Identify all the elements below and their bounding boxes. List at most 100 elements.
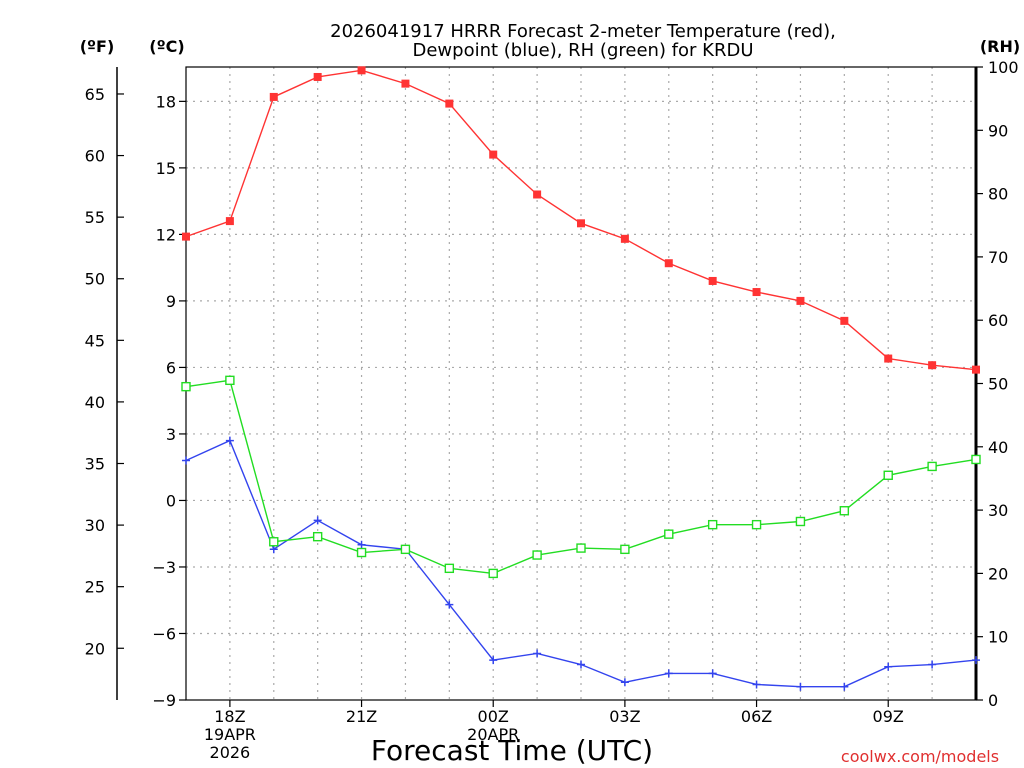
rh-point	[225, 375, 235, 386]
x-tick-label: 00Z	[478, 707, 509, 726]
dewpoint-point	[664, 669, 673, 678]
x-tick-label: 19APR	[204, 725, 256, 744]
temperature-point	[840, 316, 849, 325]
rh-point	[883, 470, 893, 480]
dewpoint-point	[972, 656, 980, 665]
fahrenheit-tick-label: 20	[85, 639, 105, 658]
x-tick-label: 09Z	[873, 707, 904, 726]
fahrenheit-tick-label: 40	[85, 393, 105, 412]
dewpoint-point	[445, 600, 454, 609]
rh-point	[181, 381, 191, 392]
dewpoint-point	[489, 656, 498, 665]
rh-point	[400, 544, 411, 555]
temperature-point	[884, 354, 893, 363]
rh-tick-label: 90	[988, 121, 1008, 140]
rh-tick-label: 60	[988, 311, 1008, 330]
celsius-tick-label: 6	[166, 358, 176, 377]
celsius-tick-label: −6	[152, 624, 176, 643]
chart-title-line1: 2026041917 HRRR Forecast 2-meter Tempera…	[330, 21, 836, 42]
fahrenheit-tick-label: 45	[85, 331, 105, 350]
temperature-point	[269, 92, 278, 101]
x-tick-label: 21Z	[346, 707, 377, 726]
x-axis-title: Forecast Time (UTC)	[371, 734, 653, 767]
rh-point	[751, 519, 762, 530]
grid-lines	[186, 67, 976, 700]
rh-point	[795, 516, 806, 527]
rh-point	[707, 519, 718, 530]
rh-tick-label: 70	[988, 248, 1008, 267]
dewpoint-point	[752, 680, 761, 689]
temperature-point	[752, 288, 761, 297]
temperature-point	[401, 79, 410, 88]
axes: −9 −6 −3 0 3 6 9 12 15 18 20 25 30 35 40 45 50 55 60 65 0 10 2…	[85, 58, 1019, 762]
rh-point	[620, 544, 630, 555]
x-tick-label: 20APR	[467, 725, 519, 744]
dewpoint-point	[928, 660, 937, 669]
dewpoint-point	[269, 545, 278, 554]
temperature-point	[489, 150, 498, 159]
temperature-point	[664, 259, 673, 268]
fahrenheit-unit-label: (ºF)	[80, 37, 115, 56]
rh-point	[927, 461, 937, 472]
dewpoint-point	[225, 436, 234, 445]
rh-point	[269, 537, 279, 547]
temperature-point	[708, 276, 717, 285]
x-tick-label: 18Z	[214, 707, 245, 726]
dewpoint-point	[182, 456, 190, 465]
fahrenheit-tick-label: 30	[85, 516, 105, 535]
celsius-unit-label: (ºC)	[149, 37, 184, 56]
celsius-tick-label: 18	[156, 92, 176, 111]
temperature-point	[313, 72, 322, 81]
dewpoint-point	[533, 649, 542, 658]
rh-point	[532, 550, 542, 560]
fahrenheit-tick-label: 50	[85, 270, 105, 289]
rh-point	[444, 563, 455, 574]
celsius-tick-label: 9	[166, 292, 176, 311]
dewpoint-point	[577, 660, 585, 669]
dewpoint-point	[620, 678, 629, 687]
chart-title-line2: Dewpoint (blue), RH (green) for KRDU	[412, 40, 753, 61]
dewpoint-point	[796, 682, 805, 691]
dewpoint-point	[313, 516, 322, 525]
dewpoint-point	[884, 662, 893, 671]
celsius-tick-label: −9	[152, 691, 176, 710]
rh-tick-label: 10	[988, 628, 1008, 647]
fahrenheit-tick-label: 35	[85, 455, 105, 474]
celsius-tick-label: 15	[156, 159, 176, 178]
temperature-point	[445, 99, 454, 108]
temperature-point	[620, 234, 629, 243]
rh-point	[312, 531, 323, 542]
rh-tick-label: 50	[988, 375, 1008, 394]
rh-point	[488, 568, 498, 579]
rh-tick-label: 20	[988, 564, 1008, 583]
temperature-point	[182, 232, 190, 241]
credit-text: coolwx.com/models	[841, 747, 999, 766]
celsius-tick-label: 0	[166, 491, 176, 510]
fahrenheit-tick-label: 60	[85, 147, 105, 166]
dewpoint-point	[708, 669, 717, 678]
celsius-tick-label: −3	[152, 558, 176, 577]
celsius-tick-label: 3	[166, 425, 176, 444]
rh-tick-label: 80	[988, 185, 1008, 204]
temperature-point	[357, 66, 366, 75]
rh-point	[971, 454, 981, 465]
temperature-point	[972, 365, 980, 374]
temperature-point	[928, 361, 937, 370]
x-tick-label: 06Z	[741, 707, 772, 726]
fahrenheit-tick-label: 55	[85, 208, 105, 227]
temperature-point	[577, 219, 585, 228]
rh-tick-label: 100	[988, 58, 1019, 77]
rh-tick-label: 0	[988, 691, 998, 710]
rh-point	[839, 506, 850, 516]
temperature-point	[225, 217, 234, 226]
fahrenheit-tick-label: 25	[85, 578, 105, 597]
dewpoint-point	[840, 682, 849, 691]
temperature-point	[533, 190, 542, 199]
rh-point	[356, 547, 367, 558]
temperature-point	[796, 296, 805, 305]
rh-tick-label: 30	[988, 501, 1008, 520]
data-series	[181, 66, 981, 691]
rh-point	[576, 543, 586, 553]
